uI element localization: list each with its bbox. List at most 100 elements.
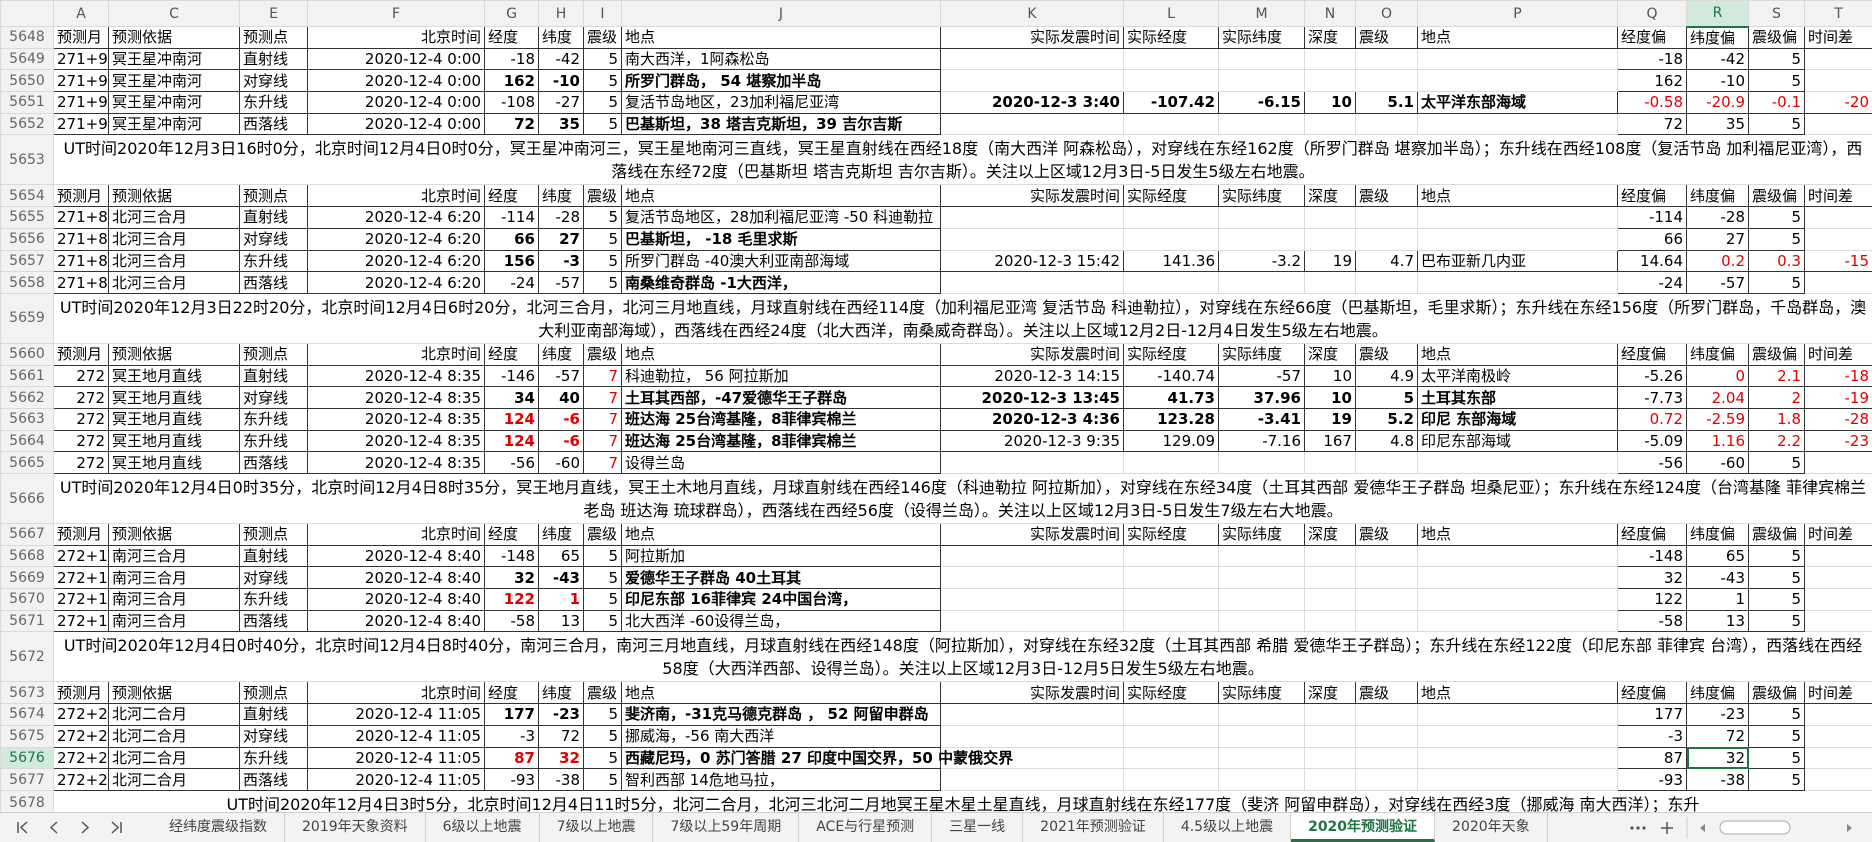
cell[interactable]: -3.41 (1218, 407, 1305, 431)
cell[interactable]: 震级 (583, 26, 622, 49)
cell[interactable]: 37.96 (1218, 386, 1305, 409)
cell[interactable]: -27 (538, 91, 584, 114)
column-header[interactable]: P (1417, 0, 1618, 27)
column-header[interactable]: T (1804, 0, 1872, 27)
cell[interactable]: 预测月 (53, 26, 109, 49)
cell[interactable]: 2020-12-4 8:35 (307, 429, 485, 453)
cell[interactable]: 162 (484, 69, 539, 93)
cell[interactable]: 纬度偏 (1686, 342, 1749, 366)
row-number[interactable]: 5656 (0, 227, 54, 251)
empty-cell[interactable] (1804, 47, 1872, 71)
cell[interactable]: 东升线 (239, 249, 308, 273)
cell[interactable]: 141.36 (1123, 249, 1219, 273)
cell[interactable]: 复活节岛地区，28加利福尼亚湾 -50 科迪勒拉 (621, 206, 941, 229)
cell[interactable]: 2020-12-3 15:42 (940, 249, 1124, 273)
cell[interactable]: -6 (538, 407, 584, 431)
cell[interactable]: 冥王星冲南河 (108, 112, 240, 136)
cell[interactable]: 156 (484, 249, 539, 273)
cell[interactable]: 实际纬度 (1218, 681, 1305, 705)
cell[interactable]: 预测月 (53, 342, 109, 366)
cell[interactable]: 冥王地月直线 (108, 364, 240, 388)
cell[interactable]: -28 (538, 206, 584, 229)
cell[interactable]: 实际纬度 (1218, 342, 1305, 366)
empty-cell[interactable] (1304, 271, 1356, 294)
cell[interactable]: 经度 (484, 26, 539, 49)
cell[interactable]: -0.1 (1748, 91, 1805, 114)
cell[interactable]: 5 (1748, 271, 1805, 294)
cell[interactable]: 地点 (621, 184, 941, 208)
cell[interactable]: 纬度 (538, 184, 584, 208)
cell[interactable]: 2020-12-4 11:05 (307, 746, 485, 770)
cell[interactable]: 162 (1617, 69, 1687, 93)
empty-cell[interactable] (1804, 451, 1872, 474)
cell[interactable]: 2020-12-4 6:20 (307, 271, 485, 294)
empty-cell[interactable] (1417, 768, 1618, 791)
cell[interactable]: 对穿线 (239, 386, 308, 409)
cell[interactable]: 0.3 (1748, 249, 1805, 273)
cell[interactable]: 对穿线 (239, 69, 308, 93)
cell[interactable]: 5 (1748, 746, 1805, 770)
cell[interactable]: 所罗门群岛， 54 堪察加半岛 (621, 69, 941, 93)
cell[interactable]: 2020-12-4 6:20 (307, 206, 485, 229)
cell[interactable]: 4.7 (1355, 249, 1418, 273)
empty-cell[interactable] (940, 544, 1124, 568)
cell[interactable]: -18 (1804, 364, 1872, 388)
cell[interactable]: 1.8 (1748, 407, 1805, 431)
cell[interactable]: 挪威海，-56 南大西洋 (621, 724, 941, 748)
empty-cell[interactable] (1355, 544, 1418, 568)
empty-cell[interactable] (1218, 271, 1305, 294)
cell[interactable]: 预测点 (239, 342, 308, 366)
empty-cell[interactable] (1123, 703, 1219, 726)
empty-cell[interactable] (1417, 544, 1618, 568)
empty-cell[interactable] (940, 227, 1124, 251)
empty-cell[interactable] (1417, 724, 1618, 748)
cell[interactable]: 印尼 东部海域 (1417, 407, 1618, 431)
cell[interactable]: 5 (583, 544, 622, 568)
empty-cell[interactable] (1123, 227, 1219, 251)
cell[interactable]: 271+9 (53, 47, 109, 71)
empty-cell[interactable] (940, 69, 1124, 93)
empty-cell[interactable] (1417, 112, 1618, 136)
row-number[interactable]: 5660 (0, 342, 54, 366)
cell[interactable]: -23 (1804, 429, 1872, 453)
cell[interactable]: 2020-12-4 8:40 (307, 588, 485, 611)
row-number[interactable]: 5651 (0, 91, 54, 114)
cell[interactable]: 2020-12-4 8:35 (307, 386, 485, 409)
cell[interactable]: 对穿线 (239, 227, 308, 251)
cell[interactable]: -28 (1804, 407, 1872, 431)
cell[interactable]: 预测依据 (108, 523, 240, 546)
cell[interactable]: 对穿线 (239, 566, 308, 590)
cell[interactable]: 震级 (1355, 342, 1418, 366)
cell[interactable]: 272+1 (53, 544, 109, 568)
cell[interactable]: -42 (538, 47, 584, 71)
cell[interactable]: 震级偏 (1748, 342, 1805, 366)
cell[interactable]: 177 (1617, 703, 1687, 726)
cell[interactable]: 北京时间 (307, 26, 485, 49)
cell[interactable]: 西落线 (239, 271, 308, 294)
cell[interactable]: 2020-12-4 8:35 (307, 407, 485, 431)
row-number[interactable]: 5658 (0, 271, 54, 294)
cell[interactable]: 深度 (1304, 26, 1356, 49)
empty-cell[interactable] (1304, 588, 1356, 611)
cell[interactable]: 班达海 25台湾基隆，8菲律宾棉兰 (621, 407, 941, 431)
cell[interactable]: 复活节岛地区，23加利福尼亚湾 (621, 91, 941, 114)
cell[interactable]: -18 (1617, 47, 1687, 71)
cell[interactable]: -10 (538, 69, 584, 93)
cell[interactable]: 1 (1686, 588, 1749, 611)
cell[interactable]: 72 (1617, 112, 1687, 136)
cell[interactable]: 65 (1686, 544, 1749, 568)
cell[interactable]: 巴基斯坦，38 塔吉克斯坦，39 吉尔吉斯 (621, 112, 941, 136)
cell[interactable]: 西藏尼玛，0 苏门答腊 27 印度中国交界，50 中蒙俄交界 (621, 746, 1013, 770)
empty-cell[interactable] (1304, 566, 1356, 590)
cell[interactable]: 实际发震时间 (940, 26, 1124, 49)
empty-cell[interactable] (1417, 206, 1618, 229)
cell[interactable]: 预测依据 (108, 681, 240, 705)
cell[interactable]: -107.42 (1123, 91, 1219, 114)
cell[interactable]: 东升线 (239, 588, 308, 611)
cell[interactable]: 271+8 (53, 271, 109, 294)
cell[interactable]: 35 (538, 112, 584, 136)
cell[interactable]: 272+1 (53, 566, 109, 590)
row-number[interactable]: 5666 (0, 473, 54, 524)
empty-cell[interactable] (1417, 746, 1618, 770)
empty-cell[interactable] (1804, 566, 1872, 590)
